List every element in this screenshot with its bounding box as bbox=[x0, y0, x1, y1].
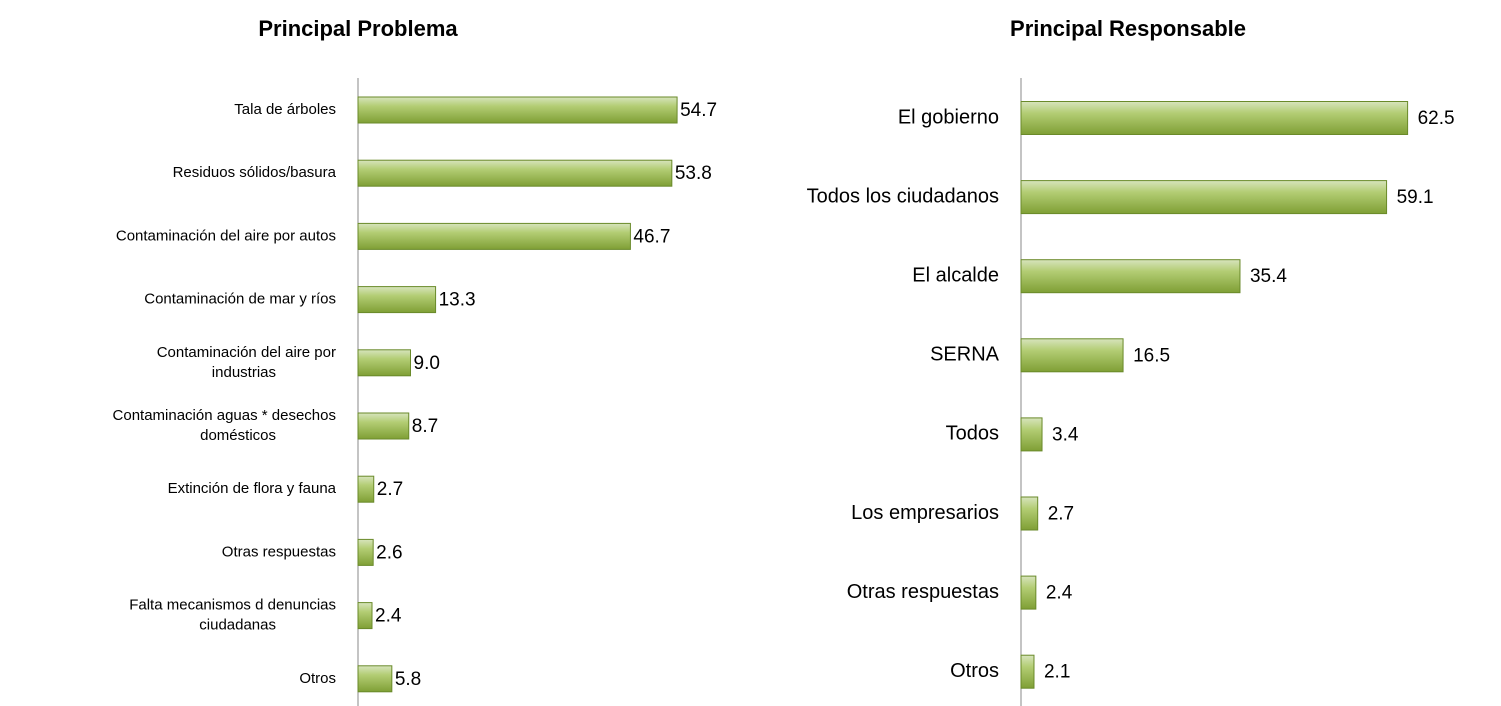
category-label: Todos los ciudadanos bbox=[807, 185, 999, 207]
bar bbox=[357, 602, 373, 630]
value-label: 2.7 bbox=[377, 479, 403, 500]
category-label: Otros bbox=[950, 660, 999, 682]
value-label: 2.7 bbox=[1048, 504, 1074, 525]
bar bbox=[357, 475, 375, 503]
value-label: 54.7 bbox=[680, 100, 717, 121]
value-label: 46.7 bbox=[633, 226, 670, 247]
chart-title: Principal Responsable bbox=[1010, 16, 1246, 41]
value-label: 16.5 bbox=[1133, 345, 1170, 366]
value-label: 8.7 bbox=[412, 416, 438, 437]
value-label: 35.4 bbox=[1250, 266, 1287, 287]
value-label: 5.8 bbox=[395, 669, 421, 690]
chart-title: Principal Problema bbox=[258, 16, 458, 41]
bar bbox=[1020, 417, 1043, 452]
value-label: 9.0 bbox=[414, 353, 440, 374]
bar bbox=[1020, 259, 1241, 294]
bar bbox=[1020, 496, 1039, 531]
bar bbox=[357, 286, 437, 314]
category-label: Otras respuestas bbox=[222, 543, 336, 560]
value-label: 13.3 bbox=[439, 290, 476, 311]
bar bbox=[1020, 338, 1124, 373]
bar bbox=[357, 96, 678, 124]
value-label: 2.4 bbox=[375, 606, 402, 627]
category-label: El gobierno bbox=[898, 106, 999, 128]
category-label: Otras respuestas bbox=[847, 581, 999, 603]
category-label: Residuos sólidos/basura bbox=[173, 164, 337, 181]
value-label: 53.8 bbox=[675, 163, 712, 184]
value-label: 2.6 bbox=[376, 542, 402, 563]
bar bbox=[1020, 575, 1037, 610]
bar bbox=[357, 349, 411, 377]
bar bbox=[1020, 101, 1409, 135]
value-label: 59.1 bbox=[1397, 187, 1434, 208]
value-label: 62.5 bbox=[1418, 108, 1455, 129]
bar bbox=[357, 665, 393, 693]
bar bbox=[357, 412, 410, 440]
bar bbox=[1020, 180, 1388, 215]
bar bbox=[357, 538, 374, 566]
category-label: Falta mecanismos d denuncias ciudadanas bbox=[129, 597, 336, 634]
category-label: Tala de árboles bbox=[234, 101, 336, 118]
value-label: 2.4 bbox=[1046, 583, 1073, 604]
category-label: Los empresarios bbox=[851, 502, 999, 524]
category-label: Contaminación aguas * desechos domésticos bbox=[113, 407, 336, 444]
bar bbox=[1020, 654, 1035, 689]
category-label: SERNA bbox=[930, 344, 1000, 366]
bar bbox=[357, 222, 631, 250]
value-label: 2.1 bbox=[1044, 662, 1070, 683]
bar bbox=[357, 159, 673, 187]
category-label: Extinción de flora y fauna bbox=[168, 480, 337, 497]
category-label: El alcalde bbox=[912, 264, 999, 286]
category-label: Otros bbox=[299, 670, 336, 687]
category-label: Contaminación del aire por autos bbox=[116, 227, 336, 244]
value-label: 3.4 bbox=[1052, 424, 1079, 445]
category-label: Contaminación de mar y ríos bbox=[144, 291, 336, 308]
category-label: Todos bbox=[946, 423, 999, 445]
category-label: Contaminación del aire por industrias bbox=[157, 344, 336, 381]
